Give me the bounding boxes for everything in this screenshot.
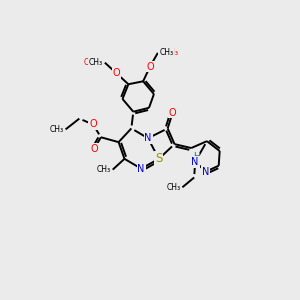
Text: N: N [144,133,152,143]
Text: N: N [202,167,210,177]
Text: CH₃: CH₃ [89,58,103,67]
Text: N: N [191,157,199,167]
Text: O: O [89,119,97,130]
Text: O: O [169,108,176,118]
Text: S: S [155,152,163,165]
Text: OCH₃: OCH₃ [84,58,104,67]
Text: CH₃: CH₃ [160,48,174,57]
Text: O: O [113,68,120,78]
Text: O: O [146,61,154,72]
Text: OCH₃: OCH₃ [159,48,179,57]
Text: CH₃: CH₃ [166,183,180,192]
Text: O: O [90,144,98,154]
Text: CH₃: CH₃ [50,125,64,134]
Text: N: N [137,164,145,174]
Text: H: H [193,152,200,161]
Text: CH₃: CH₃ [97,165,111,174]
